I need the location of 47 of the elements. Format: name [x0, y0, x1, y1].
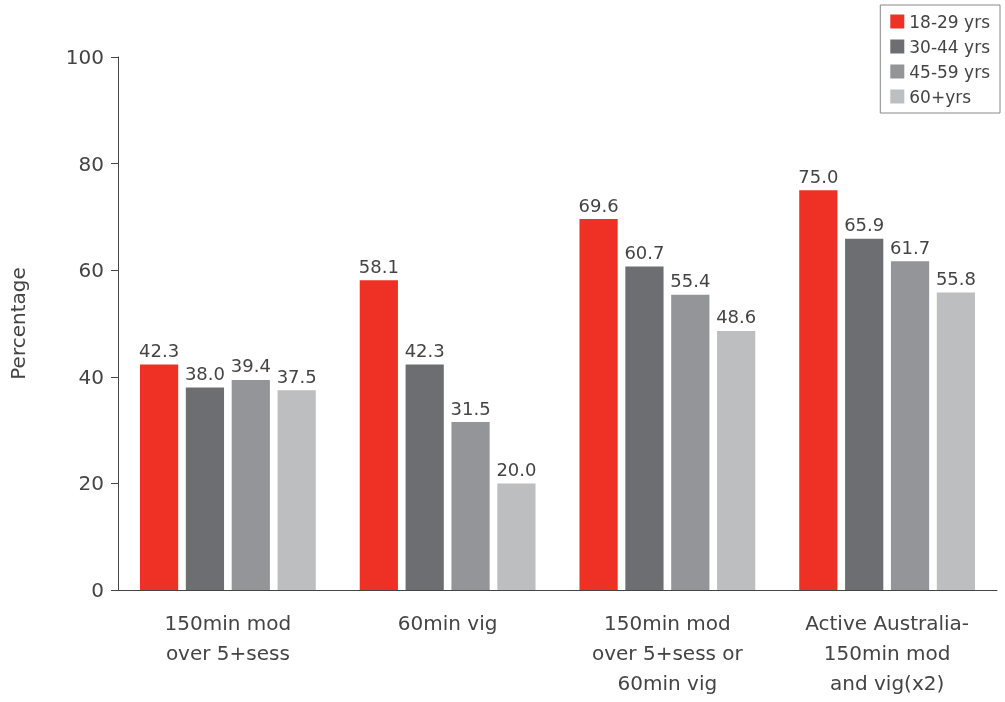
x-tick-label: 150min mod over 5+sess or 60min vig — [591, 611, 744, 695]
y-axis-title: Percentage — [6, 267, 30, 380]
bar — [579, 219, 618, 590]
data-label: 69.6 — [578, 194, 619, 216]
bar — [890, 261, 930, 590]
legend-label: 18-29 yrs — [909, 11, 991, 32]
legend-label: 60+yrs — [909, 86, 972, 107]
bar — [277, 390, 316, 590]
data-label: 31.5 — [450, 397, 491, 419]
data-label: 39.4 — [230, 355, 271, 377]
bar — [671, 294, 710, 590]
data-label: 37.5 — [276, 365, 317, 387]
data-label: 65.9 — [844, 214, 885, 236]
bar — [625, 266, 664, 590]
data-label: 20.0 — [496, 458, 537, 480]
bar — [845, 238, 884, 590]
bar — [231, 380, 270, 590]
legend-label: 45-59 yrs — [909, 61, 991, 82]
y-tick-label: 100 — [65, 45, 104, 69]
x-tick-label: Active Australia- 150min mod and vig(x2) — [805, 611, 970, 695]
x-tick-label: 150min mod over 5+sess — [164, 611, 292, 665]
y-tick-label: 60 — [78, 258, 104, 283]
data-label: 55.4 — [670, 270, 711, 292]
data-label: 60.7 — [624, 241, 665, 263]
bar — [497, 483, 536, 590]
bar — [359, 280, 398, 590]
bar — [799, 190, 838, 590]
bar — [185, 387, 225, 590]
bar — [405, 364, 444, 590]
bar — [451, 422, 490, 590]
x-tick-label: 60min vig — [397, 611, 498, 635]
bar — [139, 364, 179, 590]
data-label: 48.6 — [716, 306, 757, 328]
data-label: 42.3 — [404, 340, 445, 362]
bar — [936, 292, 976, 590]
y-tick-label: 80 — [78, 151, 104, 176]
bar — [717, 330, 756, 590]
data-label: 38.0 — [184, 362, 225, 384]
y-tick-label: 0 — [91, 578, 104, 602]
y-tick-label: 20 — [78, 471, 104, 496]
data-label: 55.8 — [935, 268, 976, 290]
legend-label: 30-44 yrs — [909, 36, 991, 57]
data-label: 42.3 — [139, 340, 180, 362]
data-label: 75.0 — [798, 165, 839, 187]
data-label: 58.1 — [358, 255, 399, 277]
data-label: 61.7 — [890, 236, 931, 258]
y-tick-label: 40 — [78, 364, 104, 389]
